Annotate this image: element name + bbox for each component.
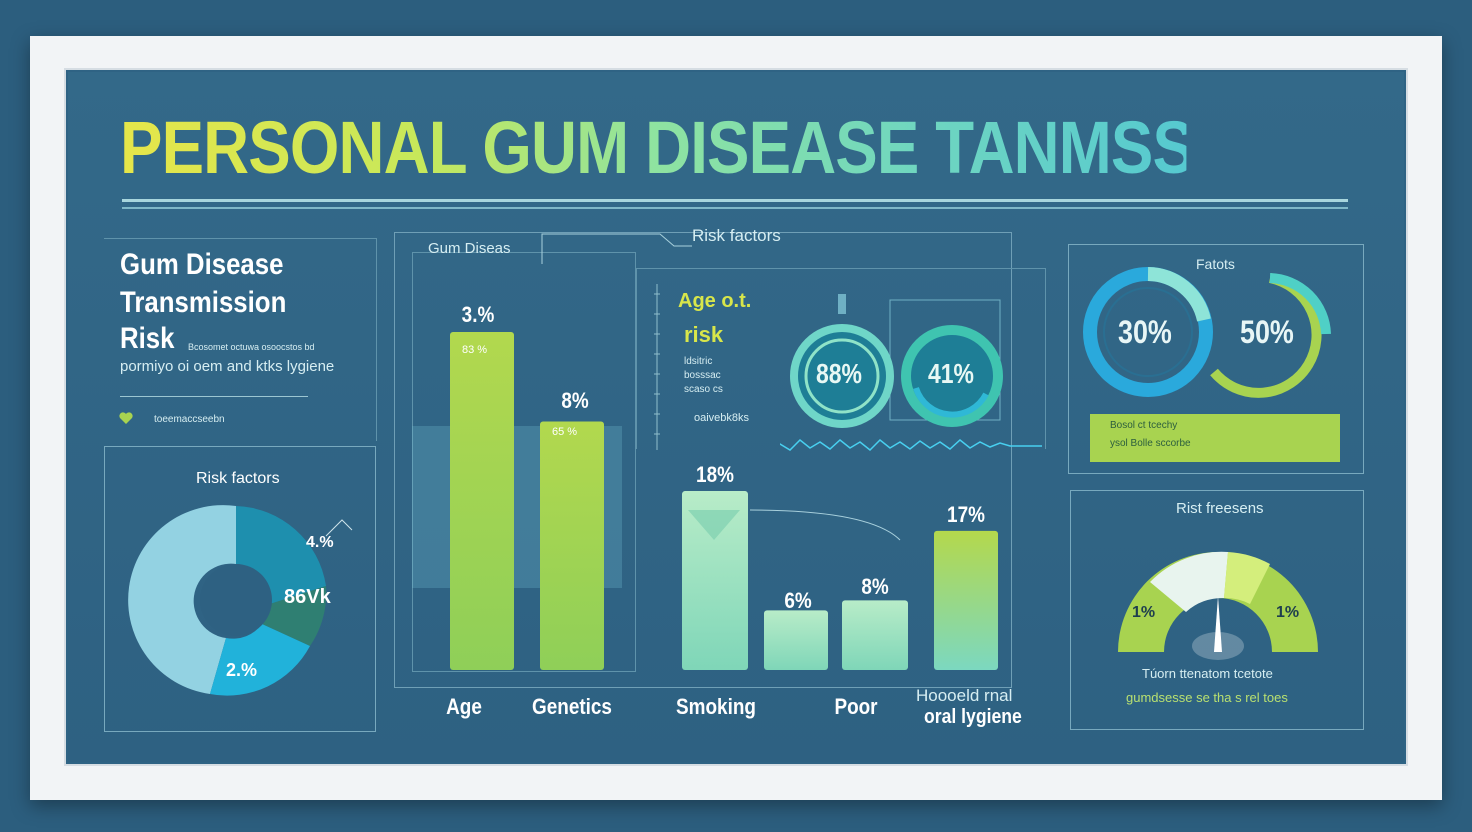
bar-2 (540, 421, 604, 670)
factors-rings (1083, 267, 1331, 398)
title-divider-thin (122, 207, 1348, 209)
legend-text: toeemaccseebn (154, 414, 225, 425)
donut-segment-dark (262, 586, 327, 646)
category-poor: Poor (834, 694, 878, 719)
heading-panel (104, 238, 377, 441)
category-hygiene-line-1: Hoooeld rnal (916, 686, 1013, 705)
donut-panel (104, 446, 376, 732)
inset-line-2: bosssac (684, 370, 721, 381)
gauge-caption-2: gumdsesse se tha s rel toes (1126, 690, 1288, 705)
bar-label-smoking: 18% (696, 462, 734, 487)
heart-icon (118, 410, 134, 431)
donut-segment-light (128, 505, 236, 694)
category-genetics: Genetics (532, 694, 612, 719)
bar-inner-genetics: 65 % (552, 426, 578, 438)
gauge-right-value: 1% (1276, 604, 1300, 621)
bar-panel (394, 232, 1012, 688)
factors-ring-30: 30% (1118, 314, 1172, 350)
bar-6 (934, 530, 998, 670)
heading-line-1: Gum Disease (120, 248, 284, 281)
bar-panel-callout: Risk factors (692, 226, 781, 245)
donut-segment-cyan (210, 624, 310, 696)
inset-note: oaivebk8ks (694, 412, 750, 424)
category-hygiene-line-2: oral lygiene (924, 706, 1022, 728)
inset-ruler (654, 284, 660, 450)
donut-chart (128, 505, 353, 696)
bar-panel-title: Gum Diseas (428, 240, 511, 257)
factors-legend-2: ysol Bolle sccorbe (1110, 438, 1191, 449)
bar-panel-inner (412, 252, 636, 672)
inset-rings (780, 294, 1042, 452)
bar-5 (842, 600, 908, 670)
donut-label-1: 4.% (306, 534, 334, 551)
bar-3 (682, 491, 748, 670)
callout-connector (541, 233, 692, 264)
inset-title-1: Age o.t. (678, 290, 752, 312)
bar-4 (764, 610, 828, 670)
heading-line-3: Risk (120, 322, 175, 355)
bar-label-poor: 6% (784, 588, 812, 613)
bar-label-hygiene: 17% (947, 502, 985, 527)
donut-panel-title: Risk factors (196, 470, 280, 487)
bar-label-genetics: 8% (561, 388, 589, 413)
ring-value-41: 41% (928, 358, 974, 389)
gauge-title: Rist freesens (1176, 500, 1264, 517)
gauge-caption-1: Túorn ttenatom tcetote (1142, 666, 1273, 681)
heading-fine-print: Bcosomet octuwa osoocstos bd (188, 342, 315, 352)
heading-subtitle: pormiyo oi oem and ktks lygiene (120, 358, 335, 375)
bar-label-extra: 8% (861, 574, 889, 599)
inset-line-1: ldsitric (684, 356, 713, 367)
ring-41 (901, 325, 1003, 427)
bar-1 (450, 332, 514, 670)
gauge-panel (1070, 490, 1364, 730)
subtitle-underline (120, 396, 308, 397)
inset-panel (636, 268, 1046, 449)
heading-line-2: Transmission (120, 286, 287, 319)
decorative-curve (749, 509, 901, 541)
factors-legend-1: Bosol ct tcechy (1110, 420, 1178, 431)
bar-inner-age: 83 % (462, 344, 488, 356)
factors-title: Fatots (1196, 256, 1235, 272)
gauge-chart (1118, 551, 1318, 660)
category-age: Age (446, 694, 482, 719)
title-divider (122, 199, 1348, 202)
donut-segment-green (236, 506, 326, 604)
factors-legend-box (1090, 414, 1340, 462)
bar-chart (450, 332, 998, 670)
smoking-bar-highlight (688, 510, 740, 540)
bar-label-age: 3.% (461, 302, 495, 327)
factors-panel (1068, 244, 1364, 474)
ring-88 (790, 324, 894, 428)
donut-label-3: 2.% (226, 660, 258, 680)
ring-value-88: 88% (816, 358, 862, 389)
donut-label-2: 86Vk (284, 586, 331, 608)
factors-ring-50: 50% (1240, 314, 1294, 350)
infographic-title: PERSONAL GUM DISEASE TANMSSION (120, 106, 1306, 189)
inset-line-3: scaso cs (684, 384, 723, 395)
category-smoking: Smoking (676, 694, 756, 719)
inset-title-2: risk (684, 322, 724, 347)
gauge-left-value: 1% (1132, 604, 1156, 621)
